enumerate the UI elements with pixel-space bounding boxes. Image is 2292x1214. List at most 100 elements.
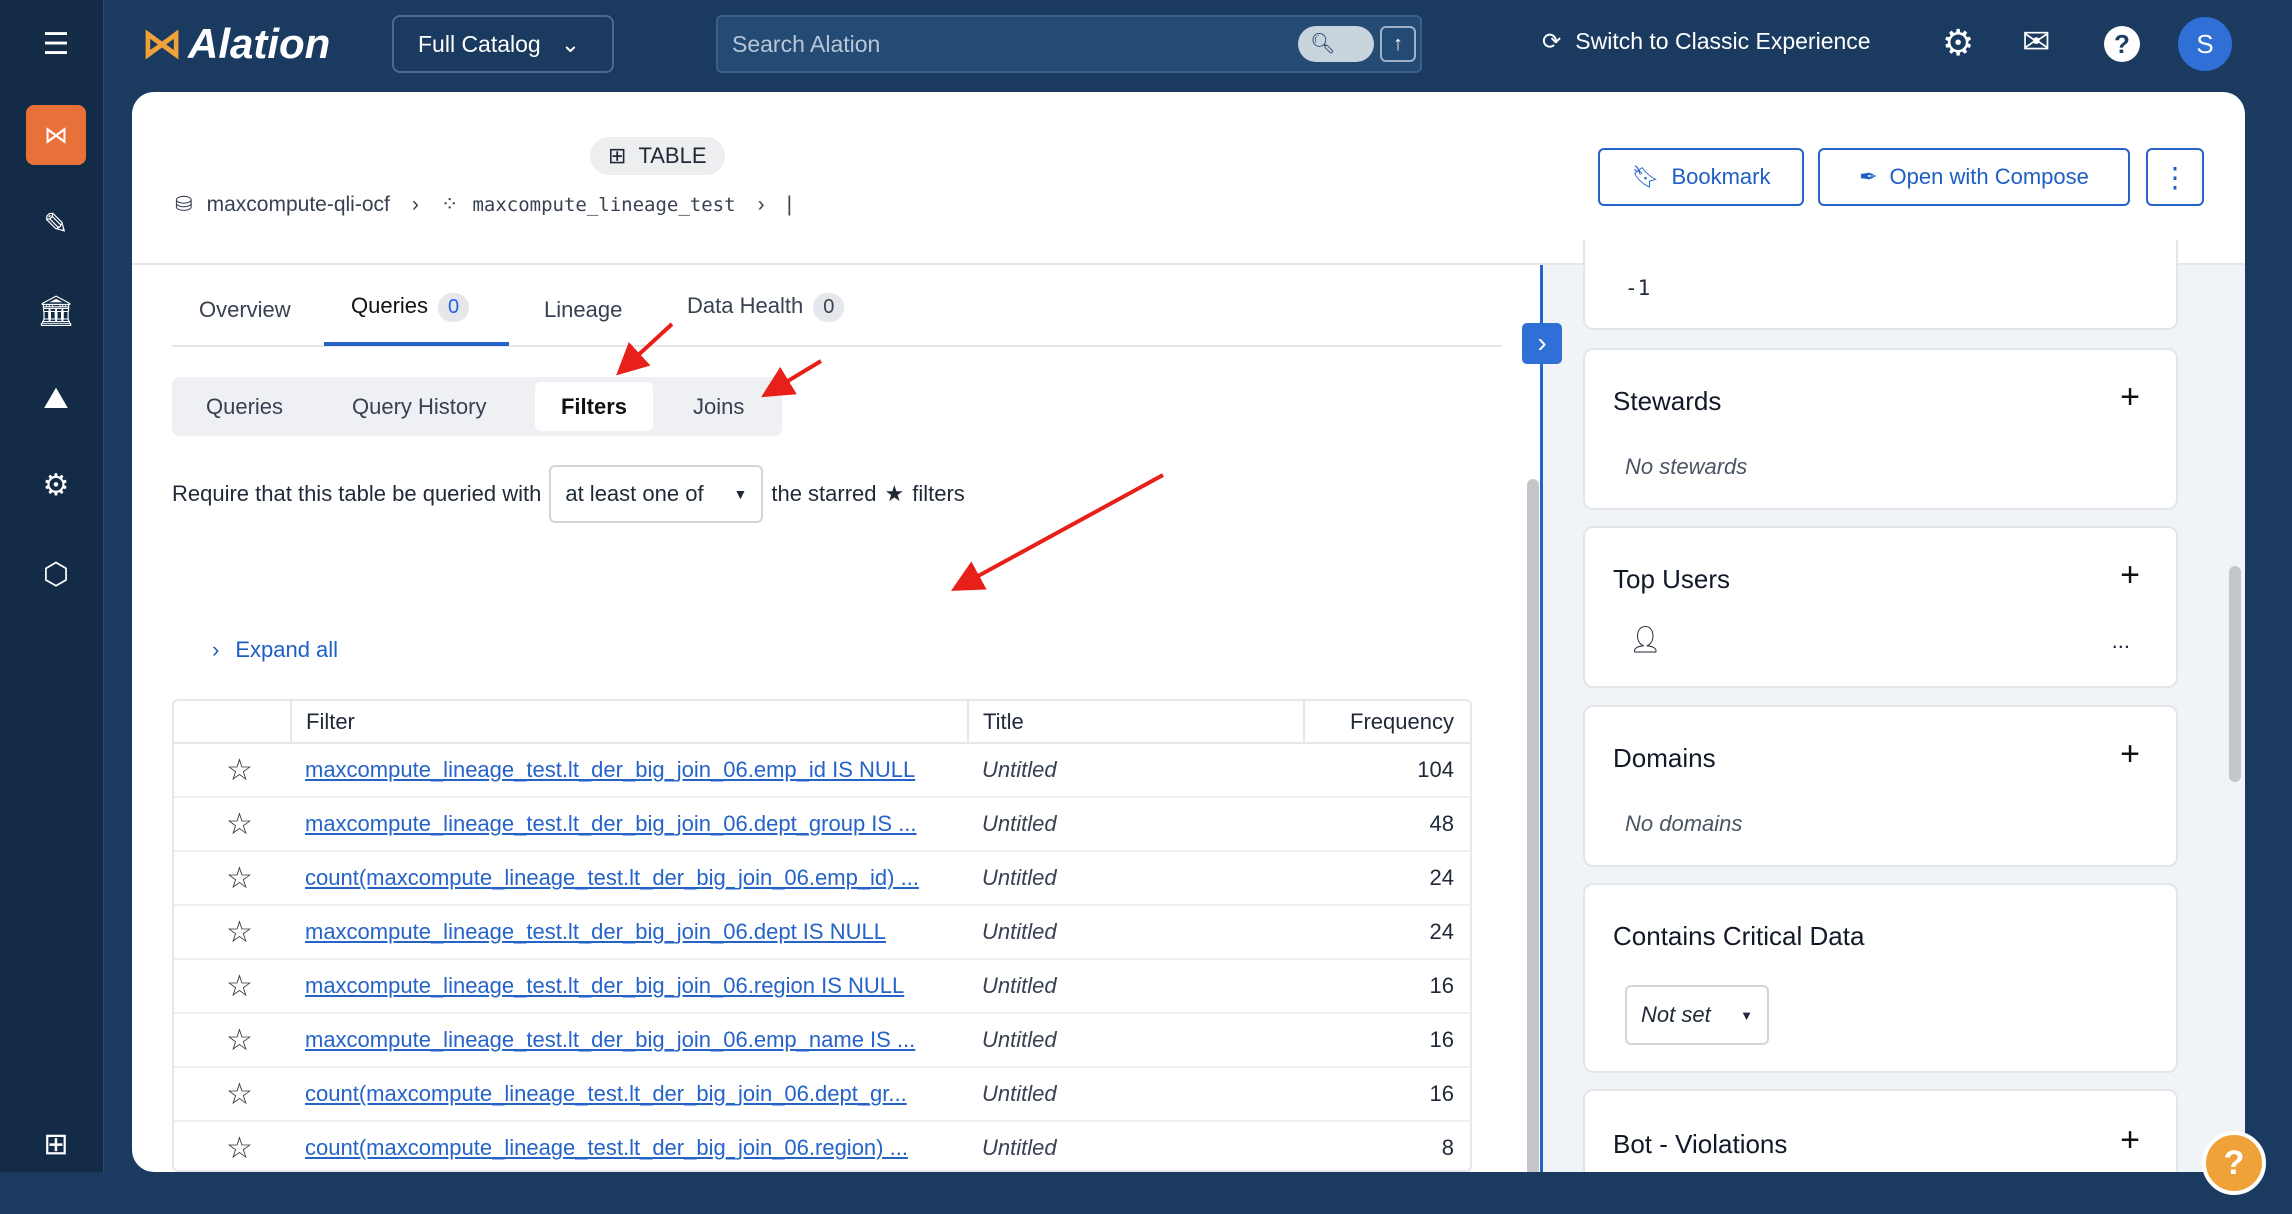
- search-input[interactable]: Search Alation 🔍︎ ↑: [716, 15, 1422, 73]
- type-label: TABLE: [638, 143, 707, 168]
- frequency-cell: 8: [1304, 1121, 1470, 1170]
- no-stewards-text: No stewards: [1625, 454, 1748, 479]
- select-value: at least one of: [565, 481, 704, 506]
- chart-icon[interactable]: ⛰︎: [43, 382, 69, 415]
- table-row: ☆ maxcompute_lineage_test.lt_der_big_joi…: [174, 1013, 1470, 1068]
- badge-check-icon[interactable]: ⚙︎: [42, 468, 70, 502]
- tab-queries[interactable]: Queries 0: [351, 293, 470, 322]
- compose-quill-icon[interactable]: ✎: [43, 207, 69, 241]
- star-outline-icon[interactable]: ☆: [174, 905, 291, 960]
- add-violation-plus-icon[interactable]: +: [2120, 1121, 2140, 1159]
- user-more-button[interactable]: ...: [2111, 628, 2130, 653]
- main-content: Overview Queries 0 Lineage Data Health 0 Q…: [132, 265, 1540, 1172]
- top-users-card: Top Users + 👤︎ ...: [1583, 526, 2178, 688]
- column-header-filter[interactable]: Filter: [290, 701, 968, 744]
- help-icon[interactable]: ?: [2104, 26, 2140, 62]
- domains-title: Domains: [1613, 743, 1716, 773]
- table-row: ☆ maxcompute_lineage_test.lt_der_big_joi…: [174, 797, 1470, 852]
- queries-count-badge: 0: [438, 293, 470, 322]
- breadcrumb-schema[interactable]: maxcompute_lineage_test: [472, 193, 736, 216]
- collapse-panel-chevron-icon[interactable]: ›: [1522, 323, 1562, 364]
- institution-icon[interactable]: 🏛︎: [36, 294, 76, 328]
- vertical-scrollbar[interactable]: [1527, 479, 1539, 1172]
- star-outline-icon[interactable]: ☆: [174, 1067, 291, 1122]
- column-header-frequency[interactable]: Frequency: [1303, 701, 1470, 744]
- breadcrumb-table[interactable]: |: [786, 192, 793, 216]
- apps-icon[interactable]: ⊞: [43, 1127, 69, 1161]
- filter-link[interactable]: maxcompute_lineage_test.lt_der_big_join_…: [305, 1027, 916, 1052]
- add-domain-plus-icon[interactable]: +: [2120, 735, 2140, 773]
- star-outline-icon[interactable]: ☆: [174, 1013, 291, 1068]
- star-outline-icon[interactable]: ☆: [174, 797, 291, 852]
- subtab-filters[interactable]: Filters: [535, 382, 653, 431]
- open-compose-button[interactable]: ✒ Open with Compose: [1818, 148, 2130, 206]
- stewards-card: Stewards + No stewards: [1583, 348, 2178, 510]
- title-cell: Untitled: [968, 743, 1304, 798]
- filter-cell: count(maxcompute_lineage_test.lt_der_big…: [291, 1067, 968, 1122]
- alation-logo[interactable]: ⋈ Alation: [142, 20, 330, 68]
- filter-link[interactable]: maxcompute_lineage_test.lt_der_big_join_…: [305, 757, 916, 782]
- star-outline-icon[interactable]: ☆: [174, 743, 291, 798]
- schema-icon: ⁘: [440, 193, 459, 216]
- filter-link[interactable]: count(maxcompute_lineage_test.lt_der_big…: [305, 1135, 908, 1160]
- star-outline-icon[interactable]: ☆: [174, 959, 291, 1014]
- refresh-icon: ⟳: [1542, 28, 1562, 54]
- footer-strip: [104, 1172, 2292, 1214]
- require-end: filters: [912, 481, 965, 506]
- bookmark-button[interactable]: 🔖︎ Bookmark: [1598, 148, 1804, 206]
- switch-classic-link[interactable]: ⟳ Switch to Classic Experience: [1542, 28, 1871, 55]
- top-bar: ⋈ Alation Full Catalog ⌄ Search Alation 🔍…: [104, 0, 2292, 92]
- tab-overview[interactable]: Overview: [199, 297, 291, 322]
- add-user-plus-icon[interactable]: +: [2120, 556, 2140, 594]
- filter-requirement: Require that this table be queried with …: [172, 465, 965, 523]
- catalog-home-icon[interactable]: ⋈: [26, 105, 86, 165]
- requirement-select[interactable]: at least one of ▼: [549, 465, 764, 523]
- require-prefix: Require that this table be queried with: [172, 481, 542, 506]
- type-badge: ⊞ TABLE: [590, 137, 725, 175]
- frequency-cell: 16: [1304, 959, 1470, 1014]
- star-outline-icon[interactable]: ☆: [174, 1121, 291, 1170]
- annotation-arrow-table: [950, 473, 1164, 591]
- more-options-icon[interactable]: ⋮: [2146, 148, 2204, 206]
- gear-icon[interactable]: ⚙: [1942, 22, 1975, 63]
- column-header-title[interactable]: Title: [967, 701, 1304, 744]
- expand-all-link[interactable]: › Expand all: [212, 637, 338, 663]
- critical-data-card: Contains Critical Data Not set ▼: [1583, 883, 2178, 1073]
- frequency-cell: 48: [1304, 797, 1470, 852]
- title-cell: Untitled: [968, 1013, 1304, 1068]
- help-fab-icon[interactable]: ?: [2202, 1131, 2266, 1195]
- cube-icon[interactable]: ⬡: [42, 557, 70, 591]
- title-cell: Untitled: [968, 797, 1304, 852]
- critical-data-select[interactable]: Not set ▼: [1625, 985, 1769, 1045]
- filter-link[interactable]: maxcompute_lineage_test.lt_der_big_join_…: [305, 973, 905, 998]
- right-panel-scrollbar[interactable]: [2229, 566, 2241, 782]
- title-cell: Untitled: [968, 959, 1304, 1014]
- subtab-queries[interactable]: Queries: [206, 394, 284, 419]
- subtab-joins[interactable]: Joins: [693, 394, 745, 419]
- tab-data-health[interactable]: Data Health 0: [687, 293, 845, 322]
- filter-link[interactable]: maxcompute_lineage_test.lt_der_big_join_…: [305, 811, 917, 836]
- star-column-header: [174, 701, 291, 744]
- filters-table: Filter Title Frequency ☆ maxcompute_line…: [172, 699, 1472, 1172]
- bookmark-icon: 🔖︎: [1631, 164, 1660, 189]
- subtab-query-history[interactable]: Query History: [352, 394, 487, 419]
- breadcrumb-datasource[interactable]: maxcompute-qli-ocf: [206, 192, 390, 216]
- filter-link[interactable]: count(maxcompute_lineage_test.lt_der_big…: [305, 865, 919, 890]
- mail-icon[interactable]: ✉: [2022, 23, 2051, 61]
- frequency-cell: 16: [1304, 1067, 1470, 1122]
- star-outline-icon[interactable]: ☆: [174, 851, 291, 906]
- filter-link[interactable]: maxcompute_lineage_test.lt_der_big_join_…: [305, 919, 886, 944]
- arrow-up-icon[interactable]: ↑: [1380, 26, 1416, 62]
- title-cell: Untitled: [968, 1067, 1304, 1122]
- user-avatar[interactable]: S: [2178, 17, 2232, 71]
- search-toggle[interactable]: 🔍︎: [1298, 26, 1374, 62]
- frequency-cell: 104: [1304, 743, 1470, 798]
- critical-data-title: Contains Critical Data: [1613, 921, 1865, 951]
- filter-link[interactable]: count(maxcompute_lineage_test.lt_der_big…: [305, 1081, 907, 1106]
- catalog-selector[interactable]: Full Catalog ⌄: [392, 15, 614, 73]
- hamburger-menu-icon[interactable]: ☰: [42, 27, 70, 61]
- add-steward-plus-icon[interactable]: +: [2120, 378, 2140, 416]
- database-icon: ⛁: [175, 193, 193, 216]
- tab-lineage[interactable]: Lineage: [544, 297, 623, 322]
